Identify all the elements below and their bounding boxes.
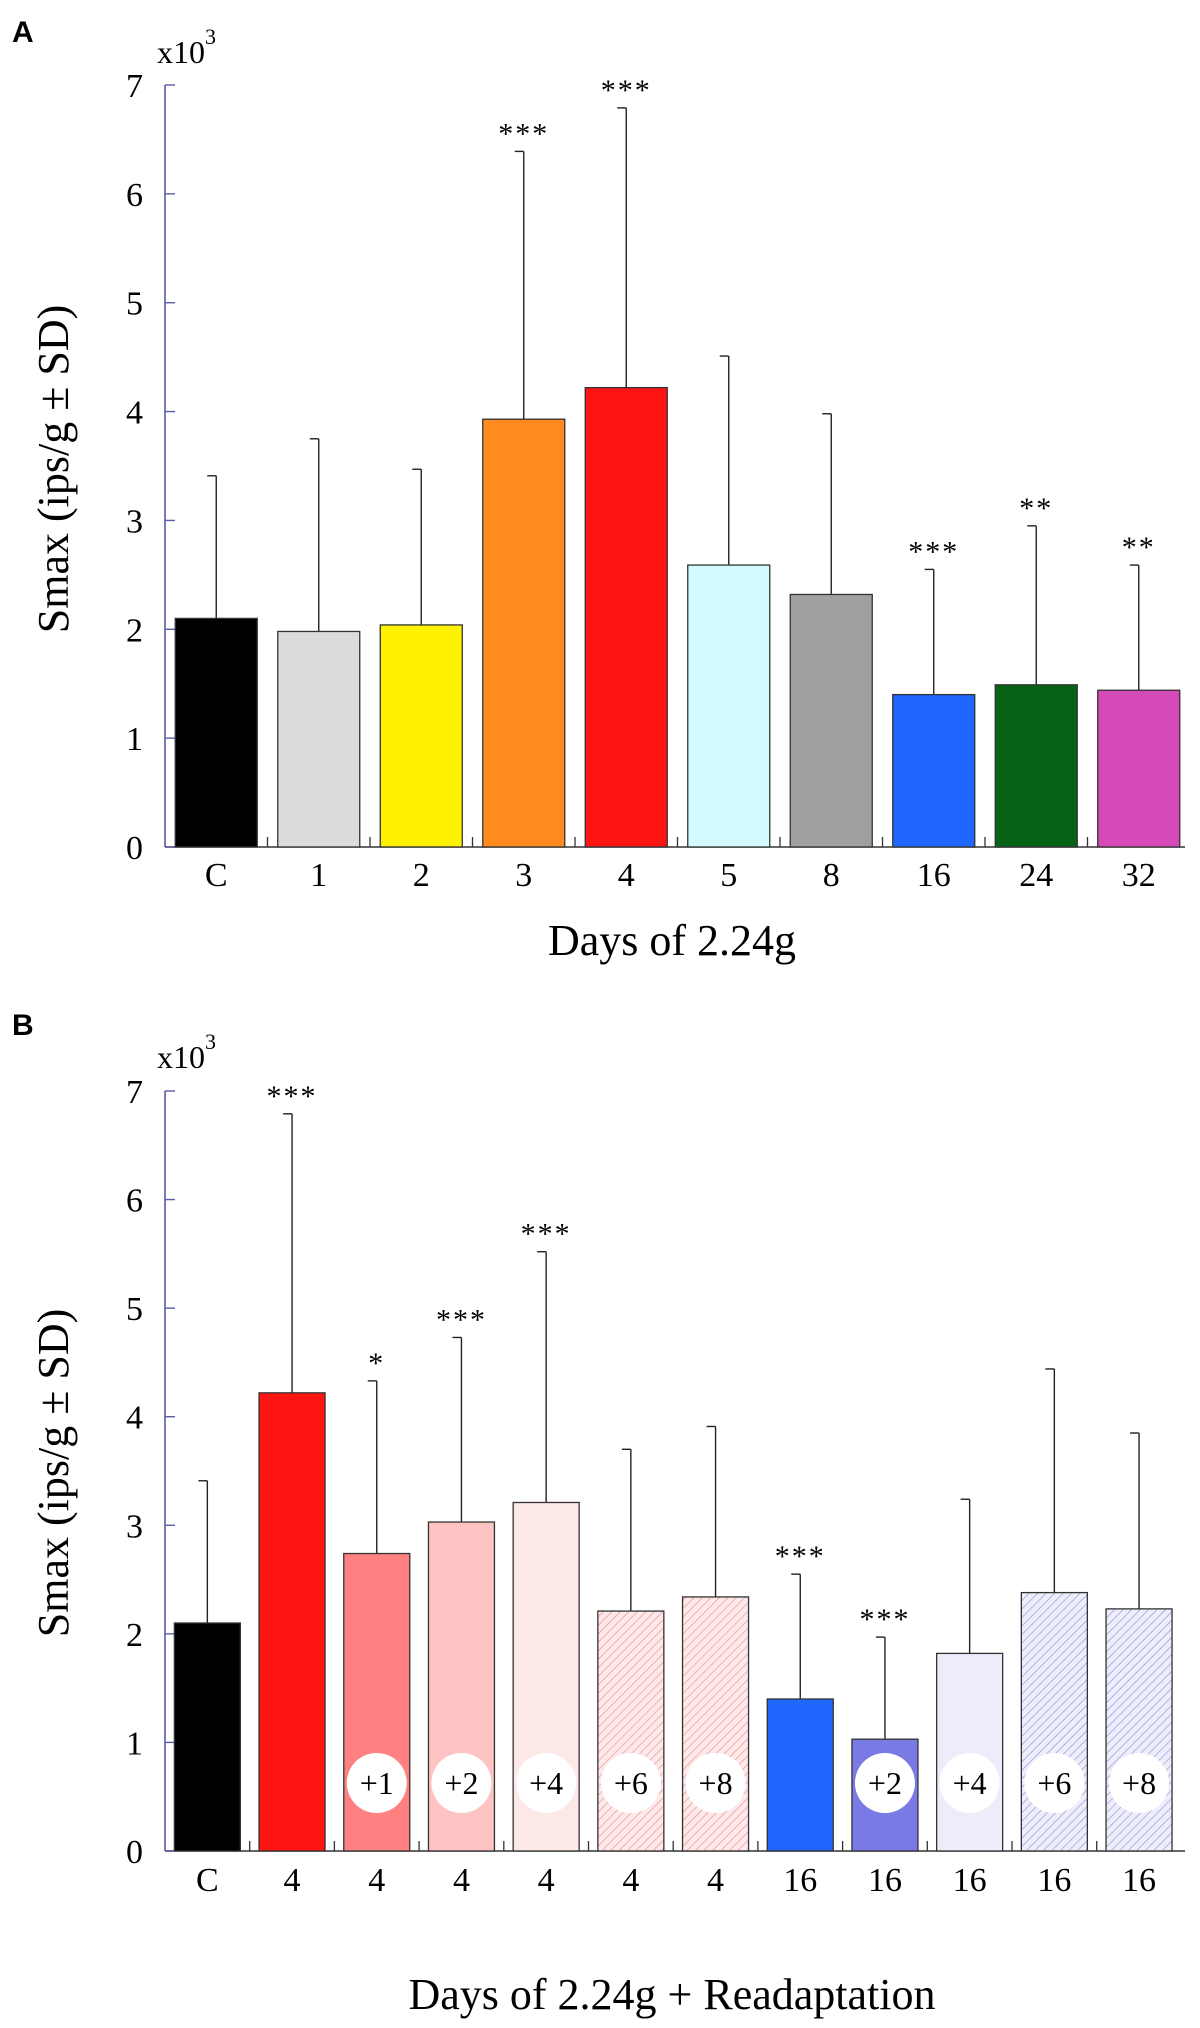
panel-b-significance-marker: *** — [267, 1080, 318, 1113]
panel-a-bar — [892, 693, 976, 848]
panel-a-significance-marker: *** — [908, 535, 959, 568]
panel-a-bar — [277, 630, 361, 848]
panel-a-y-tick-label: 7 — [126, 68, 143, 105]
panel-b: B x10 3 0 1 2 3 4 5 6 7 C 4 *** 4 * +1 4 *** +2 4 *** +4 4 +6… — [12, 1009, 1185, 2019]
panel-b-x-tick-label: 4 — [707, 1862, 724, 1899]
panel-a-significance-marker: *** — [601, 74, 652, 107]
panel-b-x-tick-label: 4 — [284, 1862, 301, 1899]
panel-b-bubble — [1109, 1753, 1170, 1813]
panel-b-bubble — [600, 1753, 661, 1813]
panel-a-x-tick-label: 32 — [1122, 857, 1156, 894]
panel-b-bar — [597, 1610, 665, 1852]
panel-b-significance-marker: * — [368, 1347, 385, 1380]
panel-b-y-tick-label: 0 — [126, 1834, 143, 1871]
panel-b-bubble-label: +1 — [360, 1765, 394, 1801]
panel-b-significance-marker: *** — [521, 1218, 572, 1251]
panel-b-bubble-label: +4 — [529, 1765, 563, 1801]
panel-b-x-axis-title: Days of 2.24g + Readaptation — [408, 1970, 935, 2019]
panel-b-y-tick-label: 5 — [126, 1291, 143, 1328]
panel-a-x-tick-label: 4 — [618, 857, 635, 894]
panel-a-bar — [687, 564, 771, 848]
panel-b-significance-marker: *** — [775, 1540, 826, 1573]
panel-a-bar — [584, 386, 668, 848]
panel-b-bar — [936, 1652, 1004, 1852]
panel-a-y-tick-label: 6 — [126, 177, 143, 214]
panel-a-x-tick-label: 1 — [310, 857, 327, 894]
panel-b-y-tick-label: 1 — [126, 1725, 143, 1762]
panel-a-significance-marker: ** — [1019, 492, 1053, 525]
panel-a-scale-label: x10 — [157, 34, 205, 70]
panel-b-bar — [258, 1392, 326, 1852]
panel-b-x-tick-label: 4 — [368, 1862, 385, 1899]
panel-a-y-tick-label: 5 — [126, 286, 143, 323]
panel-a-x-tick-label: 3 — [515, 857, 532, 894]
panel-b-y-tick-label: 7 — [126, 1074, 143, 1111]
panel-a: A x10 3 0 1 2 3 4 5 6 7 C 1 2 3 *** 4 *** 5 8 16 *** 24 ** 32… — [12, 16, 1185, 965]
panel-b-bubble — [516, 1753, 577, 1813]
panel-a-y-tick-label: 4 — [126, 395, 143, 432]
panel-b-bubble-label: +4 — [953, 1765, 987, 1801]
panel-b-plot: 0 1 2 3 4 5 6 7 C 4 *** 4 * +1 4 *** +2 4 *** +4 4 +6 4 +8 16 ***… — [126, 1074, 1185, 1899]
panel-b-x-tick-label: 4 — [622, 1862, 639, 1899]
panel-a-y-tick-label: 1 — [126, 721, 143, 758]
panel-b-y-tick-label: 6 — [126, 1183, 143, 1220]
panel-a-x-tick-label: 5 — [720, 857, 737, 894]
panel-b-x-tick-label: 16 — [783, 1862, 817, 1899]
panel-a-bar — [994, 684, 1078, 848]
panel-b-bar — [1105, 1608, 1173, 1852]
panel-b-letter: B — [12, 1009, 34, 1042]
panel-a-bar — [174, 617, 258, 848]
panel-a-significance-marker: ** — [1122, 531, 1156, 564]
panel-a-x-tick-label: 24 — [1019, 857, 1053, 894]
panel-b-x-tick-label: 4 — [453, 1862, 470, 1899]
panel-b-scale-exponent: 3 — [205, 1029, 216, 1054]
panel-b-bubble-label: +2 — [444, 1765, 478, 1801]
panel-b-y-axis-title: Smax (ips/g ± SD) — [29, 1309, 78, 1638]
panel-b-significance-marker: *** — [436, 1303, 487, 1336]
panel-a-scale-exponent: 3 — [205, 24, 216, 49]
panel-a-plot: 0 1 2 3 4 5 6 7 C 1 2 3 *** 4 *** 5 8 16 *** 24 ** 32 ** — [126, 68, 1185, 894]
panel-b-bar — [766, 1698, 834, 1852]
panel-b-bubble-label: +6 — [614, 1765, 648, 1801]
panel-a-significance-marker: *** — [498, 117, 549, 150]
panel-a-y-tick-label: 3 — [126, 503, 143, 540]
panel-a-y-axis-title: Smax (ips/g ± SD) — [29, 305, 78, 634]
panel-a-y-tick-label: 2 — [126, 612, 143, 649]
panel-b-bubble — [854, 1753, 915, 1813]
panel-a-x-tick-label: C — [205, 857, 228, 894]
panel-b-bubble-label: +8 — [699, 1765, 733, 1801]
panel-b-bubble-label: +6 — [1037, 1765, 1071, 1801]
panel-b-x-tick-label: 16 — [1122, 1862, 1156, 1899]
panel-b-bubble — [1024, 1753, 1085, 1813]
panel-b-bubble — [346, 1753, 407, 1813]
panel-b-bubble-label: +2 — [868, 1765, 902, 1801]
panel-b-x-tick-label: 4 — [538, 1862, 555, 1899]
panel-a-x-tick-label: 8 — [823, 857, 840, 894]
panel-a-x-tick-label: 2 — [413, 857, 430, 894]
panel-b-bubble — [685, 1753, 746, 1813]
panel-a-bar — [482, 418, 566, 848]
panel-b-bubble-label: +8 — [1122, 1765, 1156, 1801]
panel-b-scale-label: x10 — [157, 1039, 205, 1075]
panel-a-x-tick-label: 16 — [917, 857, 951, 894]
panel-a-y-tick-label: 0 — [126, 830, 143, 867]
panel-b-y-tick-label: 3 — [126, 1508, 143, 1545]
panel-b-y-tick-label: 2 — [126, 1617, 143, 1654]
panel-a-bar — [1097, 689, 1181, 848]
panel-b-bubble — [431, 1753, 492, 1813]
panel-b-x-tick-label: 16 — [868, 1862, 902, 1899]
panel-b-x-tick-label: 16 — [953, 1862, 987, 1899]
panel-b-x-tick-label: C — [196, 1862, 219, 1899]
panel-b-significance-marker: *** — [859, 1603, 910, 1636]
panel-b-bubble — [939, 1753, 1000, 1813]
panel-a-letter: A — [12, 16, 34, 49]
panel-a-bar — [789, 593, 873, 848]
panel-a-bar — [379, 624, 463, 848]
panel-b-y-tick-label: 4 — [126, 1400, 143, 1437]
panel-b-x-tick-label: 16 — [1037, 1862, 1071, 1899]
panel-a-x-axis-title: Days of 2.24g — [548, 916, 796, 965]
panel-b-bar — [173, 1622, 242, 1852]
